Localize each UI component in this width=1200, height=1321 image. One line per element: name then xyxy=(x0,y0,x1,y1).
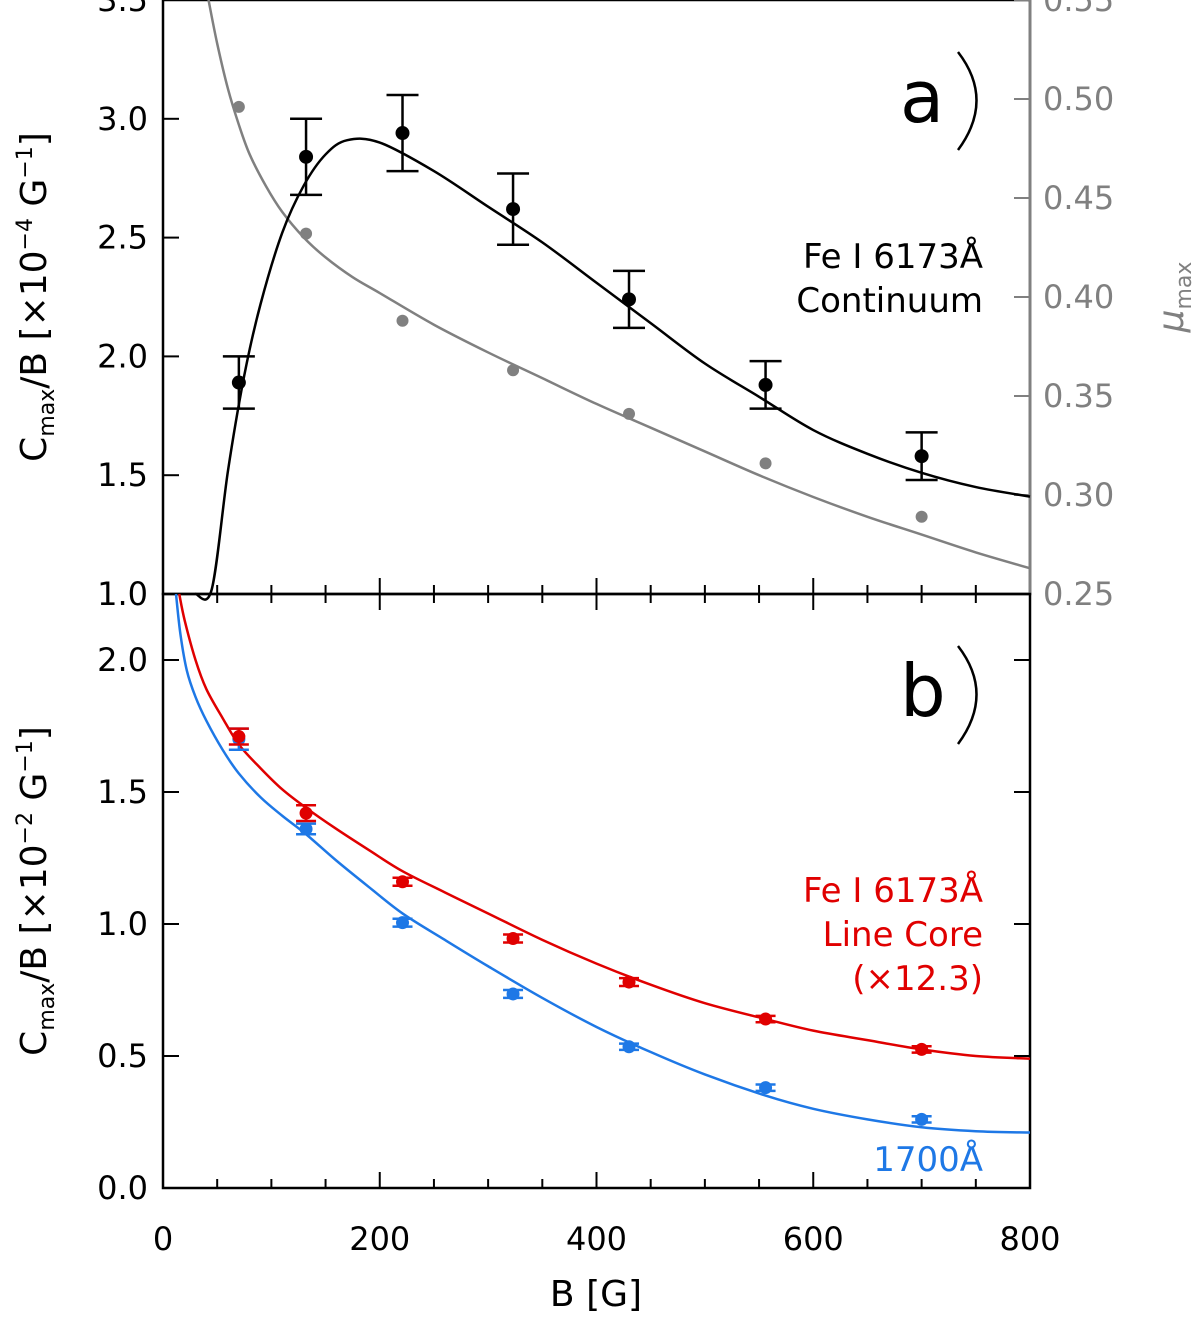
panel-a-y2-tick-label: 0.30 xyxy=(1043,476,1114,514)
panel-a-y2-tick-label: 0.50 xyxy=(1043,80,1114,118)
panel-b-x-tick-labels: 0 200 400 600 800 xyxy=(153,1220,1061,1258)
continuum-point xyxy=(231,375,246,390)
panel-a-y-tick-label: 2.5 xyxy=(97,219,148,257)
panel-a: a Fe I 6173Å Continuum 1.0 1.5 2.0 2.5 3.0 3.… xyxy=(13,0,1197,613)
panel-a-y2-tick-label: 0.40 xyxy=(1043,278,1114,316)
uv1700-point xyxy=(299,822,313,836)
panel-b-y-axis-label: Cmax/B [×10−2 G−1] xyxy=(13,726,60,1056)
uv1700-point xyxy=(915,1112,929,1126)
panel-b: b Fe I 6173Å Line Core (×12.3) 1700Å 0.0… xyxy=(13,592,1061,1315)
mu-max-point xyxy=(300,227,313,240)
continuum-annotation-line2: Continuum xyxy=(796,281,983,321)
continuum-point xyxy=(622,292,637,307)
line-core-points xyxy=(228,727,932,1056)
panel-a-y-tick-labels: 1.0 1.5 2.0 2.5 3.0 3.5 xyxy=(97,0,148,613)
mu-max-point xyxy=(507,364,520,377)
panel-a-y-tick-label: 3.0 xyxy=(97,100,148,138)
line-core-point xyxy=(622,975,636,989)
continuum-fit-curve xyxy=(195,137,1031,601)
panel-a-label: a xyxy=(900,55,944,139)
panel-a-y2-tick-label: 0.45 xyxy=(1043,179,1114,217)
panel-b-ticks xyxy=(162,594,1031,1189)
panel-b-y-tick-label: 1.5 xyxy=(97,773,148,811)
line-core-point xyxy=(232,730,246,744)
mu-max-point xyxy=(623,407,636,420)
line-core-fit-curve xyxy=(178,593,1031,1060)
panel-a-y-tick-label: 1.0 xyxy=(97,575,148,613)
continuum-point xyxy=(395,126,410,141)
continuum-point xyxy=(506,202,521,217)
line-core-point xyxy=(759,1012,773,1026)
mu-max-point xyxy=(396,314,409,327)
continuum-annotation-line1: Fe I 6173Å xyxy=(803,236,983,277)
uv1700-point xyxy=(622,1040,636,1054)
panel-a-y2-axis-label: μmax xyxy=(1151,262,1197,334)
panel-b-y-tick-label: 1.0 xyxy=(97,905,148,943)
panel-b-label-paren xyxy=(956,645,978,745)
mu-max-point xyxy=(232,100,245,113)
x-tick-label: 600 xyxy=(783,1220,844,1258)
mu-max-point xyxy=(759,457,772,470)
x-tick-label: 200 xyxy=(349,1220,410,1258)
mu-max-point xyxy=(915,510,928,523)
continuum-point xyxy=(758,377,773,392)
line-core-annotation-line1: Fe I 6173Å xyxy=(803,870,983,911)
uv1700-annotation: 1700Å xyxy=(873,1139,983,1180)
panel-b-y-tick-label: 2.0 xyxy=(97,641,148,679)
continuum-point xyxy=(299,149,314,164)
uv1700-point xyxy=(759,1081,773,1095)
x-tick-label: 800 xyxy=(999,1220,1060,1258)
line-core-point xyxy=(299,806,313,820)
panel-b-y-tick-label: 0.0 xyxy=(97,1169,148,1207)
uv1700-point xyxy=(506,987,520,1001)
x-axis-label: B [G] xyxy=(550,1274,642,1315)
line-core-annotation-line3: (×12.3) xyxy=(852,959,983,999)
mu-max-fit-curve xyxy=(207,0,1031,570)
panel-b-label: b xyxy=(900,649,946,733)
panel-a-label-paren xyxy=(956,51,978,151)
line-core-point xyxy=(506,932,520,946)
x-tick-label: 400 xyxy=(566,1220,627,1258)
panel-b-y-tick-labels: 0.0 0.5 1.0 1.5 2.0 xyxy=(97,641,148,1207)
continuum-point xyxy=(914,449,929,464)
continuum-points xyxy=(222,93,938,482)
panel-a-y2-tick-labels: 0.25 0.30 0.35 0.40 0.45 0.50 0.55 xyxy=(1043,0,1114,613)
uv1700-fit-curve xyxy=(174,593,1031,1134)
uv1700-point xyxy=(396,916,410,930)
panel-a-y-tick-label: 3.5 xyxy=(97,0,148,19)
mu-max-points xyxy=(232,100,928,523)
line-core-point xyxy=(396,875,410,889)
panel-a-y2-tick-label: 0.35 xyxy=(1043,377,1114,415)
panel-a-y-axis-label: Cmax/B [×10−4 G−1] xyxy=(13,132,60,462)
line-core-annotation-line2: Line Core xyxy=(823,915,983,955)
panel-a-y2-tick-label: 0.55 xyxy=(1043,0,1114,19)
panel-a-y-tick-label: 2.0 xyxy=(97,337,148,375)
line-core-point xyxy=(915,1042,929,1056)
panel-b-y-tick-label: 0.5 xyxy=(97,1037,148,1075)
panel-a-y2-tick-label: 0.25 xyxy=(1043,575,1114,613)
panel-a-y-tick-label: 1.5 xyxy=(97,456,148,494)
x-tick-label: 0 xyxy=(153,1220,173,1258)
